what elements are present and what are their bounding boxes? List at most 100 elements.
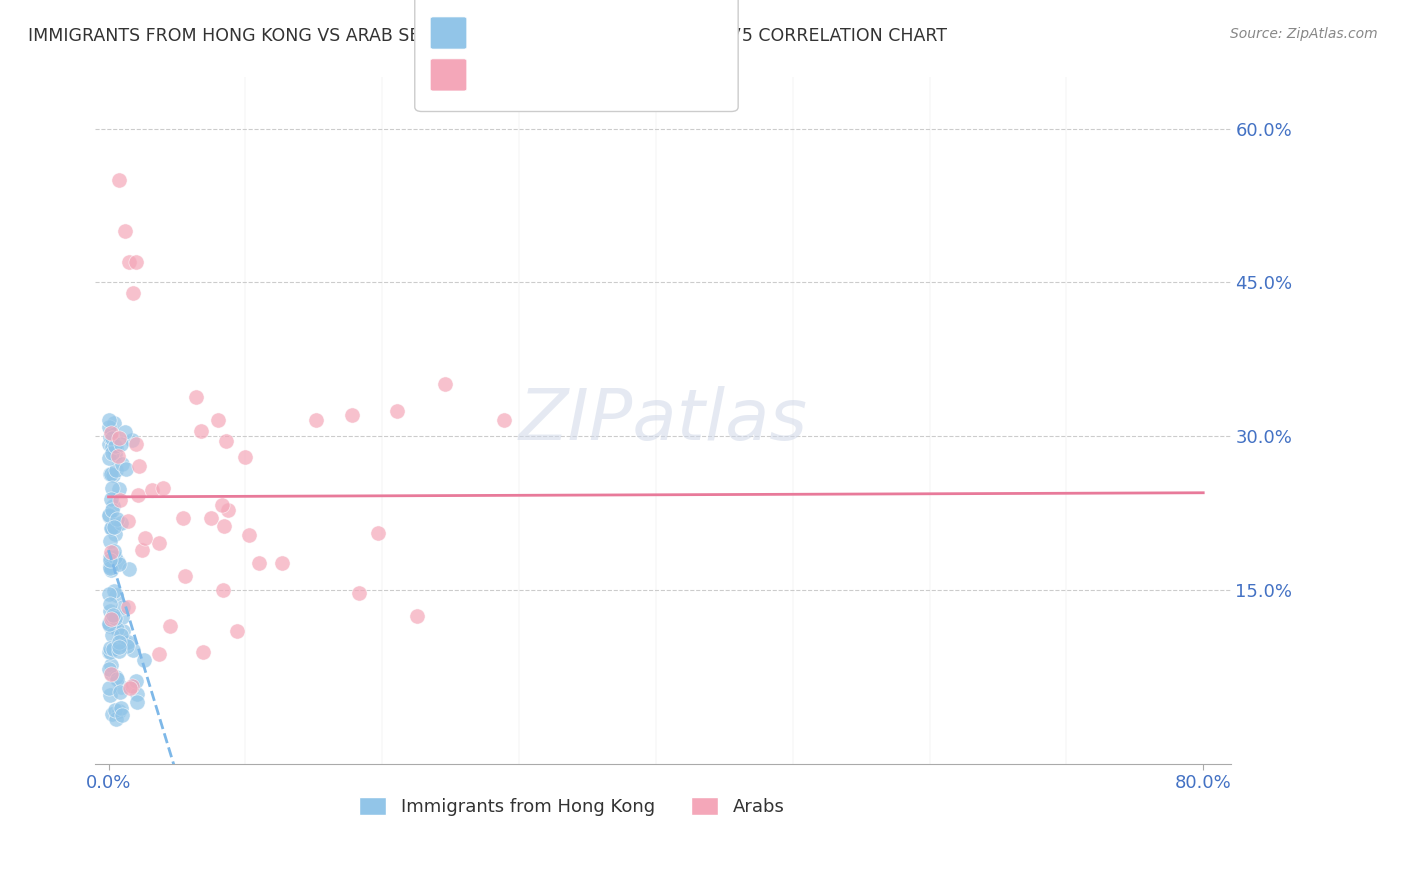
- Point: [121, 433, 143, 447]
- Point: [152, 481, 174, 495]
- Point: [122, 285, 145, 300]
- Point: [98, 561, 121, 575]
- Point: [207, 413, 229, 427]
- Point: [114, 425, 136, 440]
- Point: [118, 681, 141, 696]
- Point: [98, 641, 121, 656]
- Point: [103, 499, 125, 513]
- Point: [98, 619, 121, 633]
- Text: IMMIGRANTS FROM HONG KONG VS ARAB SENIORS POVERTY OVER THE AGE OF 75 CORRELATION: IMMIGRANTS FROM HONG KONG VS ARAB SENIOR…: [28, 27, 948, 45]
- Point: [100, 467, 122, 482]
- Point: [98, 437, 121, 451]
- Point: [117, 635, 139, 649]
- Text: R =: R =: [470, 66, 509, 84]
- Point: [105, 519, 128, 533]
- Point: [100, 425, 122, 440]
- Point: [128, 458, 150, 473]
- Point: [174, 569, 197, 583]
- Point: [215, 434, 238, 449]
- Point: [100, 431, 122, 445]
- Point: [100, 521, 122, 535]
- Point: [148, 536, 170, 550]
- Point: [148, 647, 170, 661]
- Point: [125, 255, 148, 269]
- Point: [112, 600, 135, 615]
- Point: [101, 707, 124, 722]
- Point: [125, 674, 148, 689]
- Text: 51: 51: [616, 66, 638, 84]
- Point: [101, 521, 124, 535]
- Point: [108, 431, 131, 445]
- Point: [110, 516, 132, 530]
- Point: [434, 377, 457, 392]
- Point: [122, 643, 145, 657]
- Point: [98, 549, 121, 564]
- Point: [98, 688, 121, 702]
- Point: [110, 680, 132, 694]
- Point: [125, 437, 148, 451]
- Point: [101, 607, 124, 622]
- Point: [271, 556, 294, 570]
- Text: Source: ZipAtlas.com: Source: ZipAtlas.com: [1230, 27, 1378, 41]
- Point: [110, 437, 132, 451]
- Point: [104, 463, 127, 477]
- Point: [100, 666, 122, 681]
- Point: [107, 622, 129, 636]
- Point: [108, 704, 131, 718]
- Point: [103, 704, 125, 718]
- Point: [492, 412, 515, 426]
- Point: [200, 510, 222, 524]
- Point: [98, 559, 121, 574]
- Text: ZIPatlas: ZIPatlas: [519, 386, 807, 455]
- Point: [184, 390, 207, 404]
- Point: [105, 440, 128, 454]
- Text: N =: N =: [576, 24, 616, 42]
- Point: [101, 503, 124, 517]
- Legend: Immigrants from Hong Kong, Arabs: Immigrants from Hong Kong, Arabs: [352, 789, 792, 823]
- Point: [103, 416, 125, 430]
- Point: [98, 413, 121, 427]
- Point: [134, 652, 156, 666]
- Point: [105, 670, 128, 684]
- Point: [98, 587, 121, 601]
- Point: [118, 255, 141, 269]
- Point: [107, 449, 129, 463]
- Point: [98, 617, 121, 632]
- Point: [97, 646, 120, 660]
- Point: [226, 624, 249, 638]
- Point: [238, 527, 260, 541]
- Point: [103, 544, 125, 558]
- Point: [100, 491, 122, 506]
- Point: [98, 467, 121, 482]
- Text: 0.045: 0.045: [513, 24, 564, 42]
- Point: [107, 555, 129, 569]
- Point: [100, 628, 122, 642]
- Point: [118, 562, 141, 576]
- Point: [107, 557, 129, 571]
- Point: [100, 445, 122, 459]
- Point: [367, 526, 389, 541]
- Point: [114, 636, 136, 650]
- Text: N =: N =: [576, 66, 616, 84]
- Point: [100, 426, 122, 441]
- Point: [115, 639, 138, 653]
- Point: [134, 531, 156, 545]
- Point: [101, 642, 124, 657]
- Point: [105, 713, 128, 727]
- Point: [127, 488, 149, 502]
- Point: [98, 604, 121, 618]
- Text: 98: 98: [616, 24, 638, 42]
- Point: [104, 527, 127, 541]
- Point: [217, 503, 239, 517]
- Point: [100, 658, 122, 673]
- Point: [233, 450, 256, 464]
- Point: [101, 610, 124, 624]
- Point: [98, 681, 121, 695]
- Point: [247, 556, 270, 570]
- Point: [100, 563, 122, 577]
- Point: [101, 440, 124, 454]
- Point: [104, 610, 127, 624]
- Point: [131, 543, 153, 558]
- Point: [105, 672, 128, 686]
- Point: [122, 679, 145, 693]
